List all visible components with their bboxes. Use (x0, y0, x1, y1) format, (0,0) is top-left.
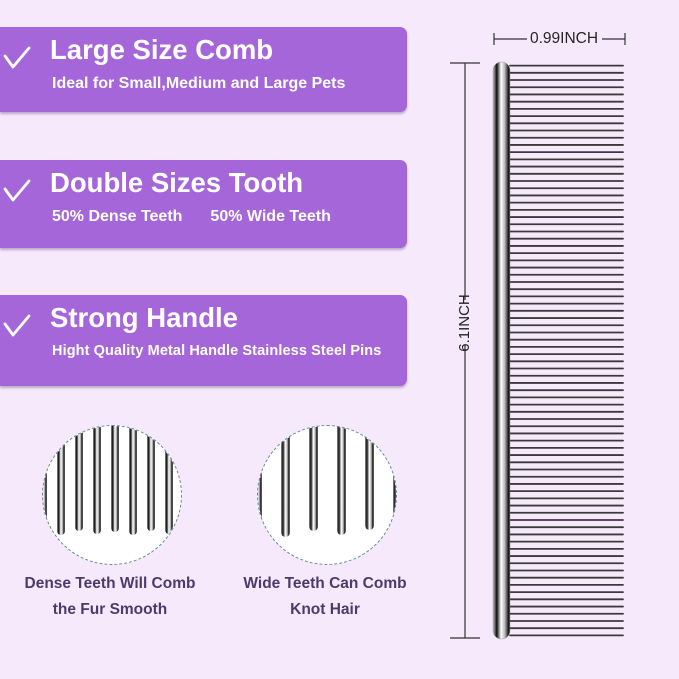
svg-text:0.99INCH: 0.99INCH (530, 30, 598, 47)
